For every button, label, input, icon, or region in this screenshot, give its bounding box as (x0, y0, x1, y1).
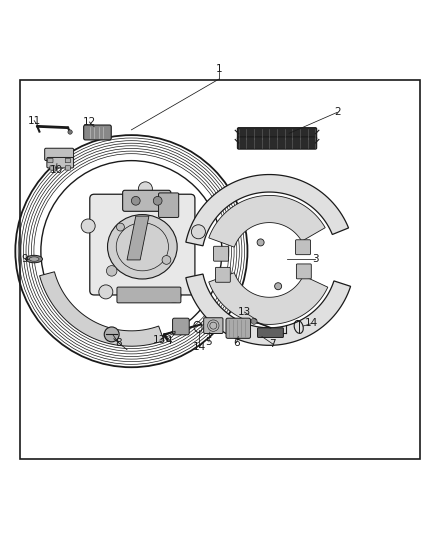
Circle shape (191, 225, 205, 239)
Circle shape (104, 327, 119, 342)
Circle shape (117, 223, 124, 231)
FancyBboxPatch shape (50, 166, 55, 170)
FancyBboxPatch shape (204, 318, 223, 334)
Text: 12: 12 (83, 117, 96, 127)
Text: 4: 4 (165, 336, 172, 346)
Text: 9: 9 (21, 254, 28, 264)
FancyBboxPatch shape (45, 148, 74, 160)
Circle shape (257, 239, 264, 246)
Text: 5: 5 (205, 337, 212, 347)
Text: 8: 8 (115, 338, 122, 348)
FancyBboxPatch shape (226, 318, 251, 338)
Bar (20, 80, 420, 459)
Text: 14: 14 (193, 342, 206, 352)
Ellipse shape (107, 215, 177, 279)
Circle shape (167, 288, 181, 302)
FancyBboxPatch shape (159, 193, 179, 217)
FancyBboxPatch shape (90, 194, 195, 295)
Polygon shape (209, 273, 328, 325)
FancyBboxPatch shape (296, 240, 311, 255)
Text: 13: 13 (238, 307, 251, 317)
FancyBboxPatch shape (297, 264, 311, 279)
Text: 14: 14 (305, 318, 318, 328)
Circle shape (68, 130, 72, 134)
Polygon shape (209, 196, 325, 247)
Polygon shape (39, 272, 164, 346)
FancyBboxPatch shape (84, 125, 111, 140)
FancyBboxPatch shape (48, 158, 53, 163)
Polygon shape (186, 174, 349, 246)
Circle shape (106, 265, 117, 276)
Circle shape (275, 282, 282, 290)
Text: 3: 3 (312, 254, 319, 264)
Text: 7: 7 (269, 339, 276, 349)
Circle shape (131, 197, 140, 205)
FancyBboxPatch shape (237, 128, 317, 140)
Circle shape (138, 182, 152, 196)
Ellipse shape (26, 255, 42, 263)
FancyBboxPatch shape (215, 268, 230, 282)
Text: 10: 10 (49, 165, 63, 175)
Polygon shape (127, 216, 149, 260)
FancyBboxPatch shape (47, 157, 74, 168)
FancyBboxPatch shape (117, 287, 181, 303)
FancyBboxPatch shape (258, 328, 283, 337)
FancyBboxPatch shape (214, 246, 229, 261)
Text: 13: 13 (153, 335, 166, 345)
FancyBboxPatch shape (65, 166, 71, 170)
Circle shape (251, 318, 257, 324)
Text: 6: 6 (233, 338, 240, 348)
Ellipse shape (29, 257, 39, 261)
Circle shape (153, 197, 162, 205)
Polygon shape (186, 274, 350, 345)
FancyBboxPatch shape (65, 158, 71, 163)
Text: 2: 2 (334, 107, 341, 117)
FancyBboxPatch shape (237, 137, 317, 149)
FancyBboxPatch shape (173, 318, 189, 335)
Circle shape (81, 219, 95, 233)
FancyBboxPatch shape (123, 190, 171, 211)
Text: 11: 11 (28, 116, 41, 126)
Text: 1: 1 (215, 64, 223, 75)
Circle shape (162, 255, 171, 264)
Circle shape (99, 285, 113, 299)
